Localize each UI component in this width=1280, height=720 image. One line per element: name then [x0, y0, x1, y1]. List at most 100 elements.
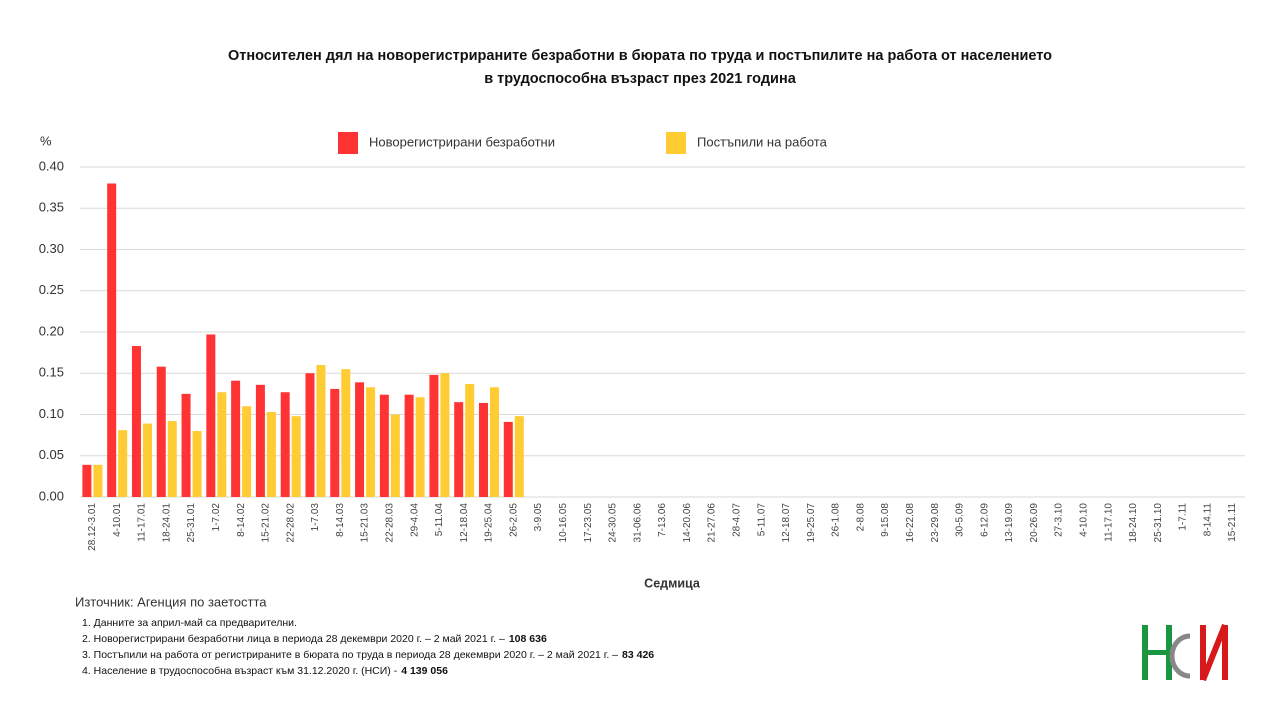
bar — [355, 382, 365, 497]
x-tick-label: 23-29.08 — [930, 503, 941, 543]
x-tick-label: 3-9.05 — [533, 503, 544, 532]
x-tick-label: 24-30.05 — [608, 503, 619, 543]
footnote: 4. Население в трудоспособна възраст към… — [82, 665, 448, 677]
x-tick-label: 12-18.07 — [781, 503, 792, 543]
x-tick-label: 16-22.08 — [905, 503, 916, 543]
x-tick-label: 4-10.01 — [112, 503, 123, 537]
bar — [255, 384, 265, 497]
bar — [242, 406, 252, 497]
y-tick-label: 0.35 — [39, 200, 64, 215]
x-tick-label: 12-18.04 — [459, 503, 470, 543]
y-tick-label: 0.30 — [39, 241, 64, 256]
bar — [231, 380, 241, 497]
legend-label: Постъпили на работа — [697, 134, 828, 149]
bar — [167, 421, 177, 497]
x-tick-label: 11-17.01 — [137, 503, 148, 542]
y-tick-label: 0.00 — [39, 488, 64, 503]
x-tick-label: 1-7.11 — [1178, 503, 1189, 531]
y-tick-label: 0.15 — [39, 365, 64, 380]
bar — [465, 383, 475, 497]
x-axis-label: Седмица — [644, 576, 701, 590]
bar — [503, 421, 513, 497]
x-tick-label: 14-20.06 — [682, 503, 693, 543]
footnote-text: 4. Население в трудоспособна възраст към… — [82, 665, 398, 677]
bar — [366, 387, 376, 497]
bar — [206, 334, 216, 497]
bar — [107, 183, 117, 497]
x-tick-label: 8-14.03 — [335, 503, 346, 537]
bar — [489, 387, 499, 497]
bar — [316, 365, 326, 497]
footnote: 2. Новорегистрирани безработни лица в пе… — [82, 633, 547, 645]
bar — [341, 369, 351, 497]
bar — [181, 393, 191, 497]
x-tick-label: 18-24.10 — [1128, 503, 1139, 543]
bar — [429, 374, 439, 497]
bar — [404, 394, 414, 497]
x-tick-label: 5-11.04 — [434, 503, 445, 537]
chart-title: в трудоспособна възраст през 2021 година — [484, 71, 797, 87]
x-tick-label: 25-31.01 — [186, 503, 197, 543]
bar — [280, 392, 290, 497]
x-tick-label: 4-10.10 — [1079, 503, 1090, 537]
footnote-value: 108 636 — [509, 633, 547, 645]
bar — [379, 394, 389, 497]
x-tick-label: 8-14.02 — [236, 503, 247, 537]
x-tick-label: 30-5.09 — [955, 503, 966, 537]
x-tick-label: 13-19.09 — [1004, 503, 1015, 543]
bar — [330, 388, 340, 497]
bar — [118, 430, 128, 497]
bar — [156, 366, 166, 497]
x-tick-label: 22-28.03 — [384, 503, 395, 543]
x-tick-label: 22-28.02 — [285, 503, 296, 543]
x-tick-label: 19-25.04 — [484, 503, 495, 543]
x-tick-label: 26-2.05 — [508, 503, 519, 537]
y-tick-label: 0.25 — [39, 282, 64, 297]
y-tick-label: 0.05 — [39, 447, 64, 462]
x-tick-label: 1-7.03 — [310, 503, 321, 532]
bar — [454, 402, 464, 497]
footnote-value: 83 426 — [622, 649, 654, 661]
bar — [415, 397, 425, 497]
x-tick-label: 18-24.01 — [161, 503, 172, 543]
legend-swatch — [666, 132, 686, 154]
footnote-text: 3. Постъпили на работа от регистрираните… — [82, 649, 618, 661]
y-tick-label: 0.20 — [39, 323, 64, 338]
x-tick-label: 2-8.08 — [855, 503, 866, 532]
x-tick-label: 28-4.07 — [732, 503, 743, 537]
legend-label: Новорегистрирани безработни — [369, 134, 555, 149]
bar — [82, 464, 92, 497]
x-tick-label: 11-17.10 — [1103, 503, 1114, 542]
x-tick-label: 1-7.02 — [211, 503, 222, 532]
bar — [514, 416, 524, 497]
y-tick-label: 0.40 — [39, 158, 64, 173]
chart-title: Относителен дял на новорегистрираните бе… — [228, 48, 1052, 64]
x-tick-label: 29-4.04 — [409, 503, 420, 537]
footnote-value: 4 139 056 — [401, 665, 448, 677]
x-tick-label: 19-25.07 — [806, 503, 817, 543]
source: Източник: Агенция по заетостта — [75, 594, 267, 609]
footnote: 1. Данните за април-май са предварителни… — [82, 617, 297, 629]
logo — [1142, 623, 1228, 682]
x-tick-label: 8-14.11 — [1202, 503, 1213, 537]
x-tick-label: 10-16.05 — [558, 503, 569, 543]
x-tick-label: 21-27.06 — [707, 503, 718, 543]
footnote-text: 1. Данните за април-май са предварителни… — [82, 617, 297, 629]
x-tick-label: 26-1.08 — [831, 503, 842, 537]
bar — [93, 464, 103, 497]
x-tick-label: 5-11.07 — [756, 503, 767, 537]
x-tick-label: 28.12-3.01 — [87, 503, 98, 551]
y-axis-label: % — [40, 133, 52, 148]
bar — [131, 346, 141, 497]
x-tick-label: 15-21.11 — [1227, 503, 1238, 542]
x-tick-label: 25-31.10 — [1153, 503, 1164, 543]
bar — [192, 431, 202, 497]
y-tick-label: 0.10 — [39, 406, 64, 421]
x-tick-label: 15-21.03 — [360, 503, 371, 543]
footnote-text: 2. Новорегистрирани безработни лица в пе… — [82, 633, 505, 645]
bar — [440, 373, 450, 497]
bar — [142, 423, 152, 497]
bar — [217, 392, 227, 497]
bar — [478, 402, 488, 497]
